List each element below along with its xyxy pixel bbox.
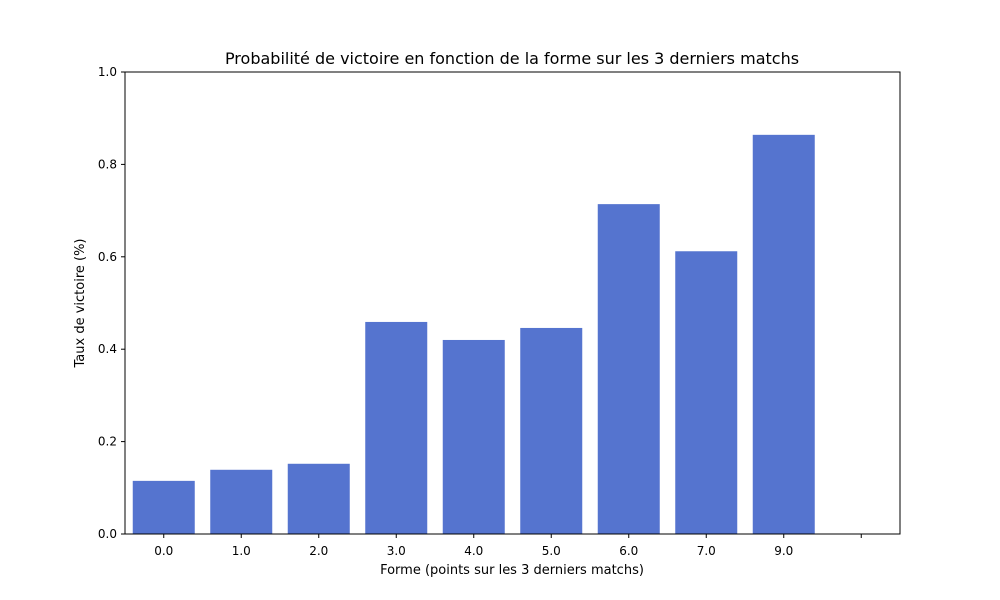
bar-2.0	[287, 463, 350, 534]
y-tick-label: 1.0	[98, 65, 117, 79]
bar-7.0	[675, 251, 738, 535]
bars-group	[132, 134, 815, 535]
x-tick-label: 9.0	[774, 544, 793, 558]
x-tick-label: 1.0	[232, 544, 251, 558]
x-tick-label: 7.0	[697, 544, 716, 558]
bar-0.0	[132, 480, 195, 534]
y-tick-label: 0.8	[98, 157, 117, 171]
bar-1.0	[210, 469, 273, 534]
y-tick-label: 0.4	[98, 342, 117, 356]
x-tick-label: 3.0	[387, 544, 406, 558]
x-tick-label: 4.0	[464, 544, 483, 558]
bar-4.0	[442, 339, 505, 534]
x-tick-label: 5.0	[542, 544, 561, 558]
bar-9.0	[752, 134, 815, 534]
bar-3.0	[365, 321, 428, 534]
y-tick-label: 0.0	[98, 527, 117, 541]
x-tick-label: 6.0	[619, 544, 638, 558]
x-axis-ticks: 0.0 1.0 2.0 3.0 4.0 5.0 6.0 7.0 9.0	[154, 534, 862, 558]
y-axis-label: Taux de victoire (%)	[73, 238, 88, 368]
y-tick-label: 0.6	[98, 250, 117, 264]
x-tick-label: 0.0	[154, 544, 173, 558]
chart-title: Probabilité de victoire en fonction de l…	[225, 49, 799, 68]
y-tick-label: 0.2	[98, 435, 117, 449]
y-axis-ticks: 0.0 0.2 0.4 0.6 0.8 1.0	[98, 65, 125, 541]
x-tick-label: 2.0	[309, 544, 328, 558]
x-axis-label: Forme (points sur les 3 derniers matchs)	[380, 563, 644, 578]
bar-6.0	[597, 204, 660, 534]
plot-frame	[124, 71, 901, 535]
bar-5.0	[520, 327, 583, 534]
